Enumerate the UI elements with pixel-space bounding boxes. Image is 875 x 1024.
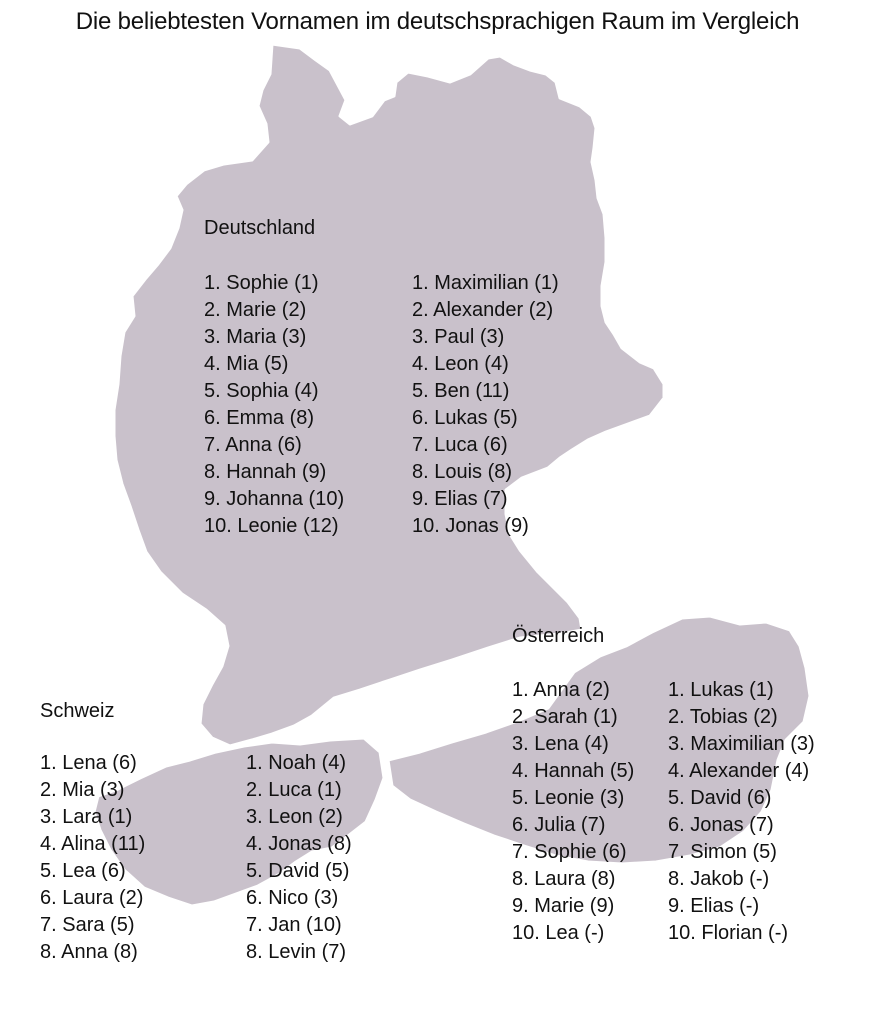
germany-girl-name: 8. Hannah (9) bbox=[204, 461, 327, 483]
germany-girl-name: 3. Maria (3) bbox=[204, 326, 307, 348]
austria-boy-name: 4. Alexander (4) bbox=[668, 760, 810, 782]
germany-boy-name: 5. Ben (11) bbox=[412, 380, 510, 402]
switzerland-girl-name: 8. Anna (8) bbox=[40, 941, 138, 963]
germany-shape bbox=[112, 42, 666, 748]
austria-boy-name: 7. Simon (5) bbox=[668, 841, 777, 863]
switzerland-girl-name: 2. Mia (3) bbox=[40, 779, 125, 801]
switzerland-boy-name: 8. Levin (7) bbox=[246, 941, 347, 963]
austria-label: Österreich bbox=[512, 625, 605, 647]
switzerland-girls-list: 1. Lena (6) 2. Mia (3) 3. Lara (1) 4. Alina… bbox=[40, 750, 145, 966]
germany-girl-name: 9. Johanna (10) bbox=[204, 488, 345, 510]
germany-girl-name: 7. Anna (6) bbox=[204, 434, 302, 456]
switzerland-boy-name: 4. Jonas (8) bbox=[246, 833, 352, 855]
switzerland-boy-name: 3. Leon (2) bbox=[246, 806, 343, 828]
austria-boys-list: 1. Lukas (1) 2. Tobias (2) 3. Maximilian (… bbox=[668, 677, 815, 947]
austria-girl-name: 6. Julia (7) bbox=[512, 814, 606, 836]
germany-girl-name: 6. Emma (8) bbox=[204, 407, 315, 429]
austria-girl-name: 2. Sarah (1) bbox=[512, 706, 618, 728]
austria-girls-list: 1. Anna (2) 2. Sarah (1) 3. Lena (4) 4. Han… bbox=[512, 677, 634, 947]
germany-boy-name: 8. Louis (8) bbox=[412, 461, 513, 483]
austria-boy-name: 8. Jakob (-) bbox=[668, 868, 770, 890]
switzerland-label: Schweiz bbox=[40, 700, 115, 722]
germany-girls-list: 1. Sophie (1) 2. Marie (2) 3. Maria (3) 4. … bbox=[204, 270, 344, 540]
austria-boy-name: 5. David (6) bbox=[668, 787, 772, 809]
austria-girl-name: 9. Marie (9) bbox=[512, 895, 615, 917]
germany-boy-name: 4. Leon (4) bbox=[412, 353, 509, 375]
austria-girl-name: 10. Lea (-) bbox=[512, 922, 605, 944]
germany-label: Deutschland bbox=[204, 217, 316, 239]
austria-girl-name: 4. Hannah (5) bbox=[512, 760, 635, 782]
switzerland-girl-name: 5. Lea (6) bbox=[40, 860, 126, 882]
switzerland-girl-name: 7. Sara (5) bbox=[40, 914, 135, 936]
germany-girl-name: 4. Mia (5) bbox=[204, 353, 289, 375]
map-title: Die beliebtesten Vornamen im deutschspra… bbox=[75, 8, 800, 35]
switzerland-boy-name: 1. Noah (4) bbox=[246, 752, 347, 774]
switzerland-girl-name: 6. Laura (2) bbox=[40, 887, 144, 909]
austria-boy-name: 2. Tobias (2) bbox=[668, 706, 778, 728]
austria-girl-name: 1. Anna (2) bbox=[512, 679, 610, 701]
germany-boy-name: 10. Jonas (9) bbox=[412, 515, 529, 537]
switzerland-boys-list: 1. Noah (4) 2. Luca (1) 3. Leon (2) 4. Jona… bbox=[246, 750, 352, 966]
germany-girl-name: 1. Sophie (1) bbox=[204, 272, 319, 294]
germany-girl-name: 2. Marie (2) bbox=[204, 299, 307, 321]
austria-girl-name: 7. Sophie (6) bbox=[512, 841, 627, 863]
switzerland-girl-name: 1. Lena (6) bbox=[40, 752, 137, 774]
switzerland-boy-name: 5. David (5) bbox=[246, 860, 350, 882]
germany-boy-name: 2. Alexander (2) bbox=[412, 299, 554, 321]
austria-girl-name: 5. Leonie (3) bbox=[512, 787, 625, 809]
germany-boy-name: 6. Lukas (5) bbox=[412, 407, 518, 429]
switzerland-shape bbox=[92, 736, 386, 908]
germany-boy-name: 3. Paul (3) bbox=[412, 326, 505, 348]
austria-shape bbox=[386, 614, 812, 866]
germany-girl-name: 5. Sophia (4) bbox=[204, 380, 319, 402]
austria-girl-name: 3. Lena (4) bbox=[512, 733, 609, 755]
switzerland-boy-name: 7. Jan (10) bbox=[246, 914, 342, 936]
austria-girl-name: 8. Laura (8) bbox=[512, 868, 616, 890]
switzerland-boy-name: 2. Luca (1) bbox=[246, 779, 342, 801]
germany-boy-name: 1. Maximilian (1) bbox=[412, 272, 559, 294]
austria-boy-name: 1. Lukas (1) bbox=[668, 679, 774, 701]
austria-boy-name: 9. Elias (-) bbox=[668, 895, 760, 917]
germany-boy-name: 7. Luca (6) bbox=[412, 434, 508, 456]
austria-boy-name: 10. Florian (-) bbox=[668, 922, 789, 944]
germany-boy-name: 9. Elias (7) bbox=[412, 488, 508, 510]
switzerland-girl-name: 3. Lara (1) bbox=[40, 806, 133, 828]
austria-boy-name: 6. Jonas (7) bbox=[668, 814, 774, 836]
austria-boy-name: 3. Maximilian (3) bbox=[668, 733, 815, 755]
switzerland-girl-name: 4. Alina (11) bbox=[40, 833, 146, 855]
germany-girl-name: 10. Leonie (12) bbox=[204, 515, 339, 537]
germany-boys-list: 1. Maximilian (1) 2. Alexander (2) 3. Paul… bbox=[412, 270, 559, 540]
switzerland-boy-name: 6. Nico (3) bbox=[246, 887, 339, 909]
